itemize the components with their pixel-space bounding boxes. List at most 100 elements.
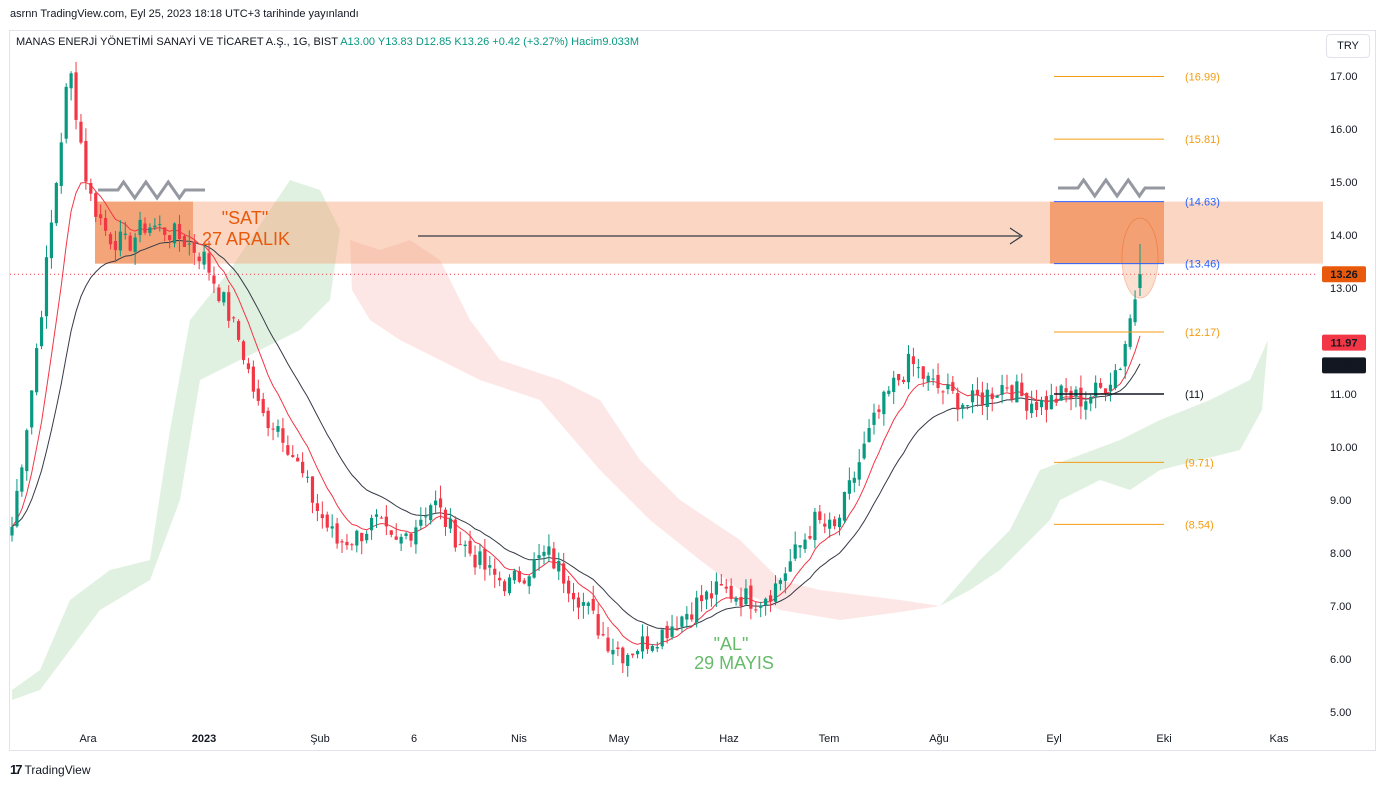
- currency-button[interactable]: TRY: [1326, 34, 1370, 58]
- candle-body: [1059, 385, 1063, 401]
- candle-body: [103, 217, 108, 231]
- candle-body: [227, 292, 231, 321]
- time-tick-label: Ağu: [929, 733, 949, 745]
- candle-body: [222, 292, 226, 303]
- candle-body: [232, 317, 236, 319]
- candle-body: [739, 596, 743, 607]
- candle-body: [833, 519, 837, 527]
- candle-body: [1010, 385, 1014, 400]
- candle-body: [20, 467, 24, 492]
- candle-body: [74, 72, 78, 120]
- candle-body: [143, 223, 147, 233]
- candle-body: [409, 533, 413, 541]
- candle-body: [389, 530, 393, 535]
- candle-body: [202, 251, 206, 265]
- candle-body: [1118, 368, 1122, 370]
- candle-body: [281, 428, 285, 443]
- price-tick-label: 10.00: [1330, 442, 1358, 454]
- chart-frame: [9, 30, 1376, 751]
- candle-body: [640, 636, 645, 652]
- time-tick-label: Şub: [310, 733, 330, 745]
- candle-body: [1015, 381, 1019, 403]
- candle-body: [345, 541, 349, 546]
- candle-body: [399, 536, 403, 544]
- candle-body: [975, 389, 980, 396]
- candle-body: [631, 653, 635, 656]
- candle-body: [1103, 388, 1108, 394]
- fib-level-label: (8.54): [1185, 519, 1214, 531]
- candle-body: [404, 533, 408, 536]
- candle-body: [936, 374, 940, 388]
- candle-body: [867, 427, 871, 442]
- candle-body: [901, 379, 906, 383]
- candle-body: [310, 476, 315, 503]
- time-tick-label: Eyl: [1046, 733, 1061, 745]
- target-zone-box: [1050, 201, 1164, 264]
- candle-body: [665, 625, 669, 639]
- time-tick-label: Haz: [719, 733, 739, 745]
- candle-body: [768, 595, 773, 602]
- candle-body: [714, 581, 718, 595]
- candle-body: [296, 457, 300, 462]
- candle-body: [1123, 344, 1127, 367]
- candle-body: [635, 650, 640, 655]
- candle-body: [916, 367, 920, 369]
- candle-body: [759, 605, 763, 608]
- candle-body: [197, 256, 201, 262]
- candle-body: [94, 193, 98, 217]
- candle-body: [965, 405, 970, 407]
- tradingview-logo[interactable]: 17 TradingView: [10, 762, 91, 777]
- candle-body: [350, 544, 354, 546]
- fib-level-label: (13.46): [1185, 259, 1220, 271]
- resistance-zone: [10, 177, 1323, 299]
- candle-body: [419, 519, 423, 526]
- candle-body: [291, 455, 295, 457]
- candle-body: [995, 395, 999, 398]
- candle-body: [35, 348, 39, 393]
- candle-body: [99, 214, 103, 219]
- candle-body: [813, 511, 817, 541]
- candle-body: [729, 585, 733, 599]
- candle-body: [153, 225, 157, 228]
- candle-body: [498, 577, 502, 581]
- candle-body: [837, 517, 842, 528]
- candle-body: [828, 519, 832, 529]
- candle-body: [1074, 389, 1078, 397]
- candle-body: [414, 527, 418, 545]
- candle-body: [803, 539, 807, 550]
- candle-body: [626, 654, 630, 666]
- candle-body: [783, 573, 787, 581]
- buy-signal-label: "AL": [714, 634, 749, 654]
- target-zigzag-marker: [1058, 177, 1165, 199]
- ema-slow-tag: 11.54: [1331, 360, 1359, 372]
- tradingview-logo-icon: 17: [10, 762, 23, 777]
- time-tick-label: Nis: [511, 733, 527, 745]
- price-tick-label: 6.00: [1330, 654, 1351, 666]
- candle-body: [547, 546, 551, 555]
- candle-body: [1108, 384, 1113, 391]
- candle-body: [862, 443, 866, 459]
- candle-body: [842, 491, 847, 521]
- cloud-bullish-segment: [940, 340, 1268, 606]
- candle-body: [704, 591, 709, 600]
- candle-body: [1025, 392, 1029, 411]
- candle-body: [10, 526, 14, 536]
- time-tick-label: Kas: [1270, 733, 1289, 745]
- candle-body: [15, 490, 19, 527]
- candle-body: [808, 536, 812, 539]
- candle-body: [1039, 400, 1044, 408]
- candle-body: [251, 366, 255, 392]
- candle-body: [108, 234, 113, 245]
- candle-body: [956, 393, 960, 410]
- candle-body: [49, 222, 54, 259]
- candle-body: [1089, 396, 1093, 404]
- price-tick-label: 9.00: [1330, 495, 1351, 507]
- price-tick-label: 14.00: [1330, 230, 1358, 242]
- candle-body: [990, 393, 994, 400]
- candle-body: [724, 586, 728, 589]
- fib-level-label: (12.17): [1185, 327, 1220, 339]
- time-tick-label: Eki: [1156, 733, 1171, 745]
- candle-body: [478, 551, 482, 565]
- candle-body: [448, 518, 452, 529]
